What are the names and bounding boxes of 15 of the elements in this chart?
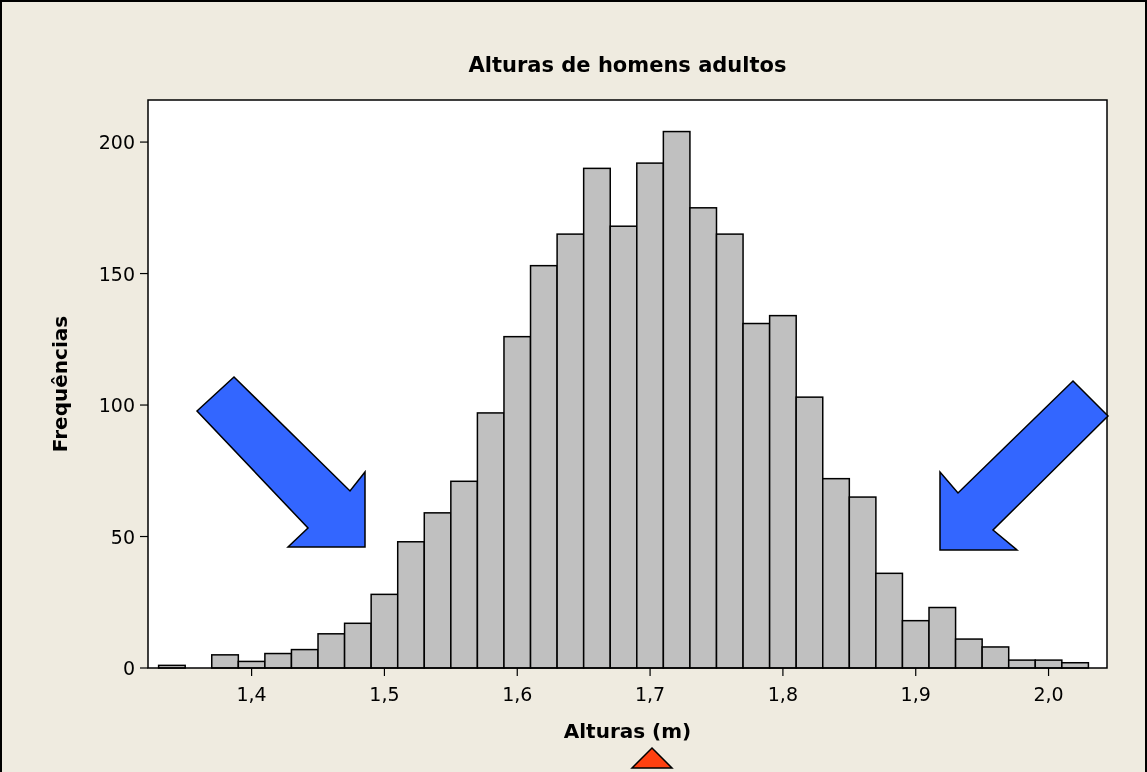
x-axis-title: Alturas (m): [563, 719, 692, 743]
chart-title: Alturas de homens adultos: [468, 53, 787, 77]
y-axis-title: Frequências: [48, 315, 72, 453]
x-tick-label: 1,8: [767, 683, 799, 705]
x-tick-label: 2,0: [1033, 683, 1064, 705]
y-tick-label: 50: [110, 525, 135, 548]
y-tick-label: 100: [98, 394, 135, 417]
x-tick-label: 1,7: [634, 683, 666, 705]
x-tick-label: 1,4: [236, 683, 267, 705]
x-tick-label: 1,5: [369, 683, 400, 705]
x-tick-label: 1,9: [900, 683, 931, 705]
y-tick-label: 150: [98, 262, 135, 285]
x-tick-label: 1,6: [502, 683, 533, 705]
y-tick-label: 0: [122, 657, 135, 679]
y-tick-label: 200: [98, 131, 135, 154]
